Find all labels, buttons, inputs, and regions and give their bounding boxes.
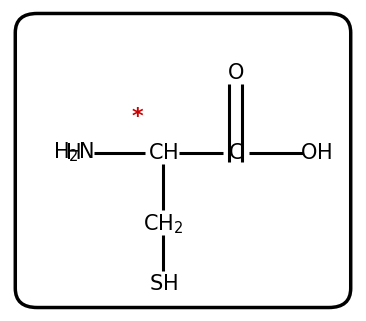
Text: $\mathregular{CH_2}$: $\mathregular{CH_2}$ <box>143 213 183 236</box>
Text: $\mathregular{CH}$: $\mathregular{CH}$ <box>148 143 178 162</box>
Text: $\mathregular{O}$: $\mathregular{O}$ <box>227 63 244 82</box>
Text: *: * <box>132 107 143 127</box>
Text: $\mathregular{H_2N}$: $\mathregular{H_2N}$ <box>53 141 94 164</box>
Text: H: H <box>66 143 81 162</box>
Text: $\mathregular{C}$: $\mathregular{C}$ <box>228 143 243 162</box>
Text: $\mathregular{SH}$: $\mathregular{SH}$ <box>149 273 178 293</box>
Text: $\mathregular{OH}$: $\mathregular{OH}$ <box>300 143 332 162</box>
